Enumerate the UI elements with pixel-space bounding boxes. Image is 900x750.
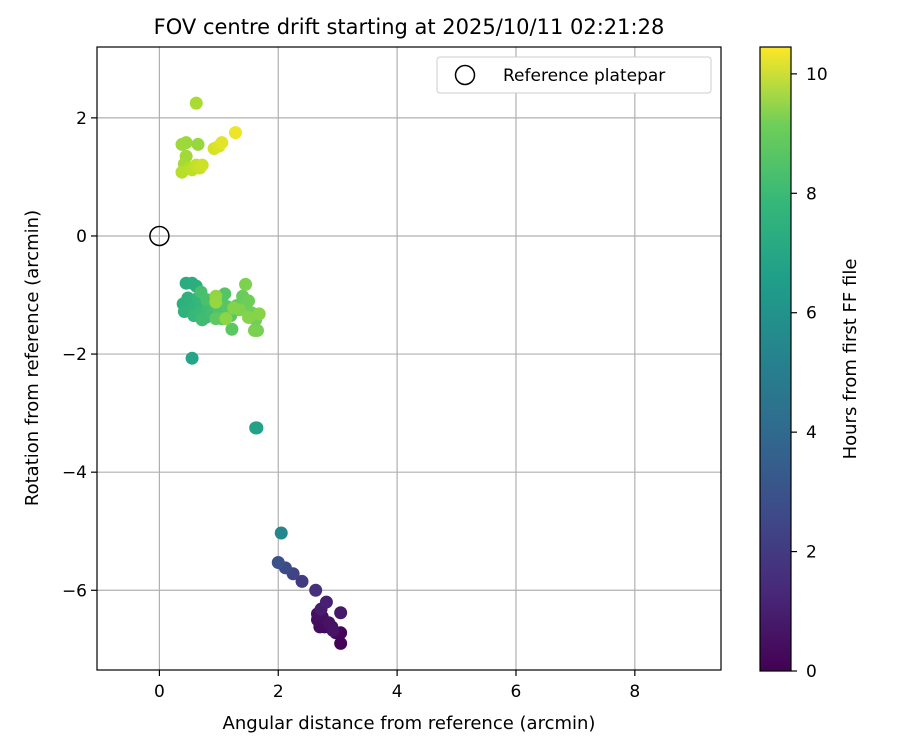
x-axis-label: Angular distance from reference (arcmin) (223, 713, 596, 734)
x-tick-label: 2 (273, 682, 284, 702)
colorbar-tick-label: 6 (806, 304, 817, 324)
colorbar-tick-label: 0 (806, 662, 817, 682)
colorbar-ticks: 0 2 4 6 8 10 (791, 65, 828, 682)
data-point (195, 313, 209, 327)
x-tick-label: 8 (629, 682, 640, 702)
data-point (242, 294, 256, 308)
data-point (319, 595, 333, 609)
data-point (274, 526, 288, 540)
data-point (175, 137, 189, 151)
colorbar: 0 2 4 6 8 10 Hours from first FF file (759, 46, 861, 682)
data-point (189, 96, 203, 110)
colorbar-tick-label: 4 (806, 423, 817, 443)
data-point (295, 574, 309, 588)
x-tick-label: 0 (154, 682, 165, 702)
legend-entry-label: Reference platepar (503, 66, 665, 86)
data-point (228, 126, 242, 140)
data-point (191, 137, 205, 151)
data-point (334, 636, 348, 650)
colorbar-tick-label: 2 (806, 543, 817, 563)
plot-frame (96, 46, 722, 671)
chart-title: FOV centre drift starting at 2025/10/11 … (154, 15, 665, 39)
y-tick-label: 2 (76, 109, 87, 129)
data-point (252, 307, 266, 321)
reference-marker (149, 225, 170, 247)
data-point (247, 323, 261, 337)
colorbar-label: Hours from first FF file (840, 259, 861, 460)
data-points (175, 96, 348, 650)
data-point (249, 421, 263, 435)
legend-marker-icon (454, 64, 476, 86)
data-point (185, 351, 199, 365)
legend: Reference platepar (436, 56, 712, 94)
data-point (271, 556, 285, 570)
y-axis-ticks: −6 −4 −2 0 2 (62, 109, 97, 601)
colorbar-tick-label: 8 (806, 184, 817, 204)
data-point (242, 310, 256, 324)
y-tick-label: −2 (62, 345, 87, 365)
data-point (209, 295, 223, 309)
data-point (225, 322, 239, 336)
x-tick-label: 4 (392, 682, 403, 702)
y-tick-label: −4 (62, 463, 87, 483)
data-point (215, 136, 229, 150)
data-point (195, 158, 209, 172)
data-point (326, 623, 340, 637)
x-tick-label: 6 (511, 682, 522, 702)
colorbar-gradient (759, 46, 792, 672)
data-point (227, 301, 241, 315)
data-point (334, 606, 348, 620)
data-point (239, 277, 253, 291)
y-tick-label: −6 (62, 581, 87, 601)
data-point (219, 312, 233, 326)
colorbar-tick-label: 10 (806, 65, 828, 85)
legend-box (436, 56, 712, 94)
reference-platepar-point (149, 225, 170, 247)
data-point (309, 583, 323, 597)
y-tick-label: 0 (76, 227, 87, 247)
y-axis-label: Rotation from reference (arcmin) (22, 210, 43, 506)
data-point (175, 165, 189, 179)
x-axis-ticks: 0 2 4 6 8 (154, 670, 640, 702)
grid-lines (97, 47, 721, 670)
